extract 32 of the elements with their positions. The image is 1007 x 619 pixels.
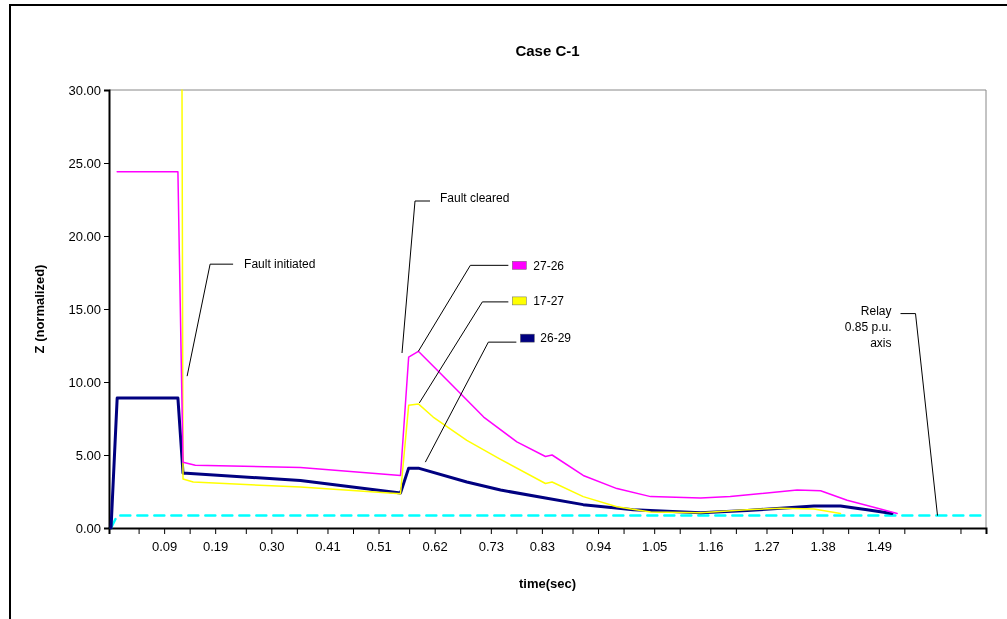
x-tick-label: 1.05 [642,539,668,555]
legend-label: 26-29 [540,331,572,346]
x-tick-label: 0.73 [478,539,504,555]
x-tick-label: 0.51 [366,539,392,555]
legend-label: 27-26 [533,258,565,273]
y-tick-label: 20.00 [68,228,101,244]
x-tick-label: 0.62 [422,539,448,555]
x-tick-label: 0.94 [585,539,612,555]
y-tick-label: 30.00 [68,82,101,98]
line-series [116,171,898,515]
chart-title: Case C-1 [515,42,580,59]
y-tick-label: 0.00 [75,520,101,536]
x-tick-label: 0.19 [203,539,229,555]
annotation: Fault cleared [440,191,510,206]
annotation: Relay 0.85 p.u. axis [844,303,892,350]
annotation: Fault initiated [244,257,316,272]
x-tick-label: 1.16 [698,539,724,555]
y-tick-label: 25.00 [68,155,101,171]
x-tick-label: 1.49 [866,539,892,555]
x-tick-label: 0.83 [529,539,556,555]
y-tick-label: 10.00 [68,374,101,390]
line-series [181,89,842,515]
x-tick-label: 1.38 [810,539,836,555]
y-axis-title: Z (normalized) [32,264,47,354]
x-tick-label: 0.30 [259,539,285,555]
x-tick-label: 0.41 [315,539,341,555]
y-tick-label: 15.00 [68,301,101,317]
x-axis-title: time(sec) [518,576,577,591]
x-tick-label: 1.27 [754,539,780,555]
x-tick-label: 0.09 [151,539,178,555]
legend-label: 17-27 [533,294,565,309]
y-tick-label: 5.00 [75,447,101,463]
